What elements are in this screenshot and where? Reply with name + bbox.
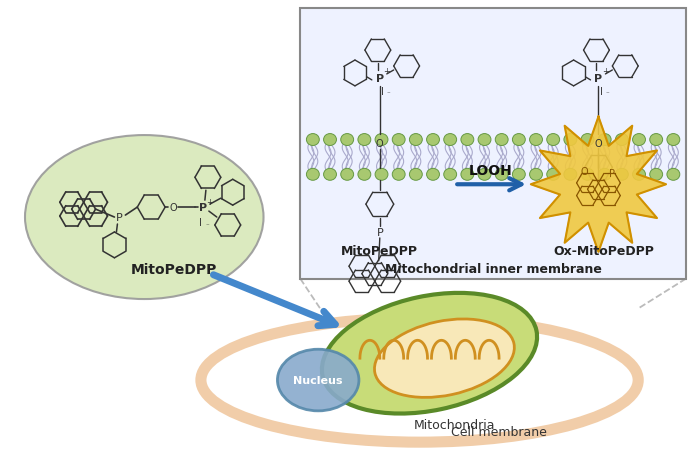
Text: P: P <box>377 227 383 237</box>
Ellipse shape <box>478 169 491 181</box>
Text: MitoPeDPP: MitoPeDPP <box>131 262 217 276</box>
Ellipse shape <box>306 169 319 181</box>
Text: I: I <box>381 87 384 97</box>
Text: +: + <box>207 197 213 206</box>
Text: ⁻: ⁻ <box>606 92 609 97</box>
Ellipse shape <box>444 169 457 181</box>
Ellipse shape <box>478 134 491 146</box>
Text: I: I <box>200 217 203 227</box>
Ellipse shape <box>374 319 514 397</box>
Text: MitoPeDPP: MitoPeDPP <box>341 245 418 258</box>
Text: Mitochondria: Mitochondria <box>413 419 495 431</box>
Ellipse shape <box>278 350 359 411</box>
Text: P: P <box>199 202 207 212</box>
Ellipse shape <box>581 169 594 181</box>
Ellipse shape <box>599 169 611 181</box>
Ellipse shape <box>409 134 422 146</box>
Ellipse shape <box>667 134 680 146</box>
Ellipse shape <box>547 169 560 181</box>
Ellipse shape <box>581 134 594 146</box>
Text: LOOH: LOOH <box>469 164 513 178</box>
Ellipse shape <box>306 134 319 146</box>
Text: ⁻: ⁻ <box>387 92 390 97</box>
Ellipse shape <box>375 169 388 181</box>
Ellipse shape <box>322 293 537 414</box>
Ellipse shape <box>393 169 405 181</box>
Ellipse shape <box>358 134 371 146</box>
Text: Cell membrane: Cell membrane <box>451 425 547 438</box>
Ellipse shape <box>409 169 422 181</box>
Ellipse shape <box>512 169 525 181</box>
Ellipse shape <box>25 136 264 299</box>
Ellipse shape <box>650 169 663 181</box>
Ellipse shape <box>461 169 474 181</box>
Text: O: O <box>580 167 588 177</box>
Ellipse shape <box>496 169 508 181</box>
Ellipse shape <box>564 134 577 146</box>
Text: Mitochondrial inner membrane: Mitochondrial inner membrane <box>385 262 601 276</box>
Ellipse shape <box>615 134 628 146</box>
Ellipse shape <box>599 134 611 146</box>
Ellipse shape <box>324 169 336 181</box>
Ellipse shape <box>341 169 354 181</box>
Text: O: O <box>594 138 602 148</box>
Text: Ox-MitoPeDPP: Ox-MitoPeDPP <box>553 245 654 258</box>
Text: +: + <box>383 67 390 76</box>
Ellipse shape <box>667 169 680 181</box>
Ellipse shape <box>547 134 560 146</box>
Text: O: O <box>169 202 177 212</box>
Ellipse shape <box>358 169 371 181</box>
Text: Nucleus: Nucleus <box>294 375 343 385</box>
Ellipse shape <box>393 134 405 146</box>
Ellipse shape <box>324 134 336 146</box>
Ellipse shape <box>512 134 525 146</box>
Polygon shape <box>531 117 666 252</box>
Ellipse shape <box>461 134 474 146</box>
Ellipse shape <box>530 134 542 146</box>
Ellipse shape <box>564 169 577 181</box>
Ellipse shape <box>341 134 354 146</box>
Ellipse shape <box>633 134 645 146</box>
Ellipse shape <box>427 169 439 181</box>
Ellipse shape <box>427 134 439 146</box>
Ellipse shape <box>650 134 663 146</box>
Text: O: O <box>376 138 383 148</box>
Ellipse shape <box>530 169 542 181</box>
Text: P: P <box>116 212 122 222</box>
FancyBboxPatch shape <box>300 9 686 279</box>
Text: P: P <box>610 169 615 179</box>
Ellipse shape <box>375 134 388 146</box>
Text: +: + <box>602 67 609 76</box>
Text: I: I <box>600 87 603 97</box>
Ellipse shape <box>633 169 645 181</box>
Ellipse shape <box>496 134 508 146</box>
Text: P: P <box>376 74 384 84</box>
Ellipse shape <box>444 134 457 146</box>
Text: P: P <box>594 74 603 84</box>
Text: ⁻: ⁻ <box>206 222 209 229</box>
Ellipse shape <box>615 169 628 181</box>
